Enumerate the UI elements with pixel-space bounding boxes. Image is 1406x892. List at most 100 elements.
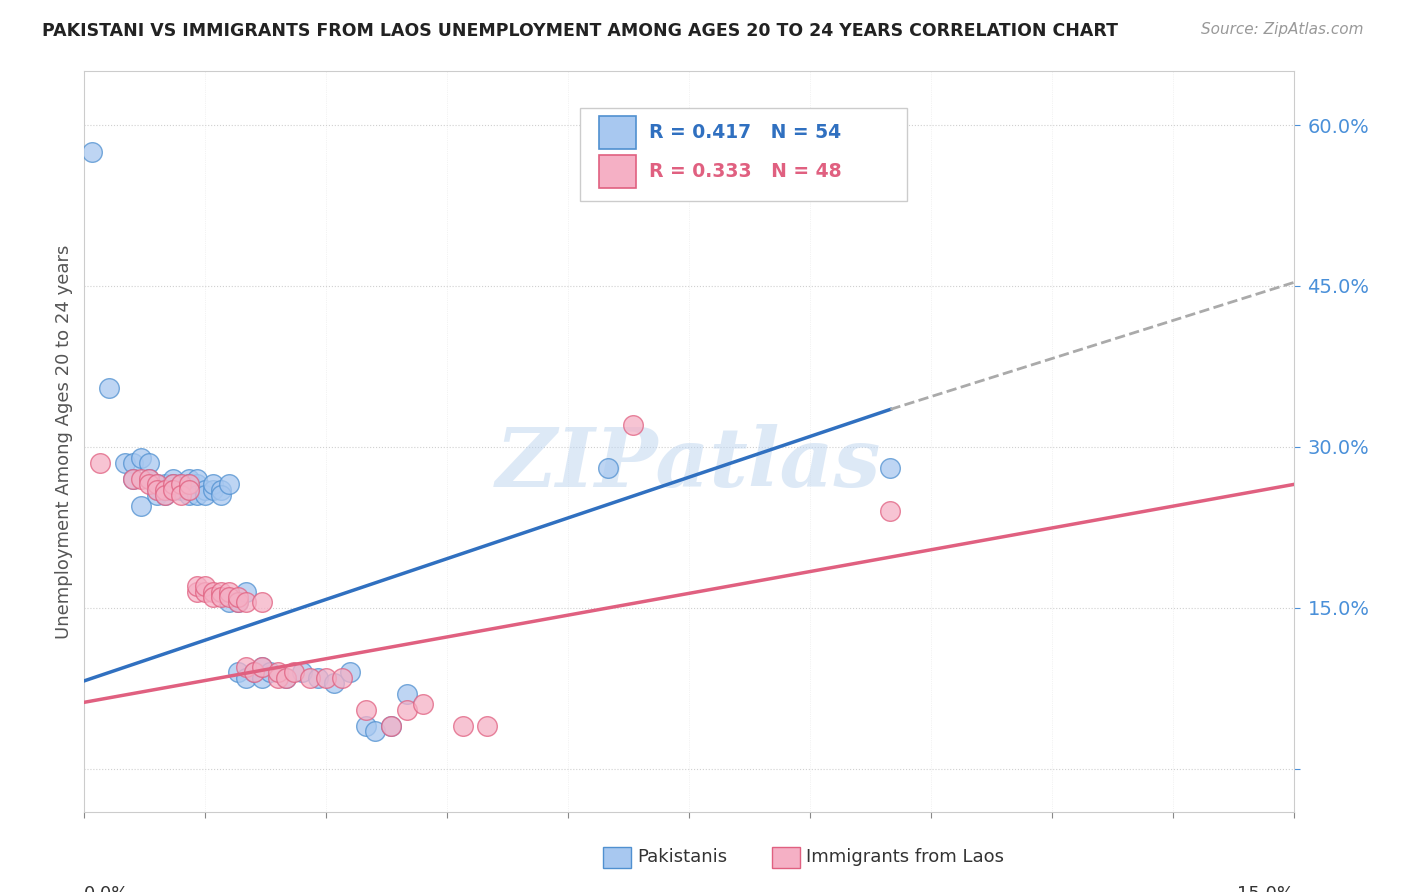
Point <box>82 145 104 159</box>
Point <box>330 671 353 685</box>
Point <box>146 483 169 497</box>
Point <box>621 418 644 433</box>
Point <box>242 665 264 680</box>
FancyBboxPatch shape <box>581 109 907 201</box>
Point <box>477 719 499 733</box>
Point <box>315 671 337 685</box>
Point <box>250 660 273 674</box>
Point <box>138 456 160 470</box>
Point <box>291 665 314 680</box>
Point <box>170 477 193 491</box>
Point <box>356 719 378 733</box>
Point <box>129 450 152 465</box>
Point <box>218 595 240 609</box>
Point <box>259 665 281 680</box>
Text: Pakistanis: Pakistanis <box>637 848 727 866</box>
Point <box>242 665 264 680</box>
FancyBboxPatch shape <box>599 155 636 187</box>
Point <box>179 483 201 497</box>
Text: R = 0.333   N = 48: R = 0.333 N = 48 <box>650 162 842 181</box>
Text: 15.0%: 15.0% <box>1236 885 1294 892</box>
Point <box>202 590 225 604</box>
Point <box>186 584 208 599</box>
Point <box>267 671 290 685</box>
Point <box>209 584 232 599</box>
Point <box>202 483 225 497</box>
Point <box>186 472 208 486</box>
Point <box>129 472 152 486</box>
Point <box>209 590 232 604</box>
Point <box>186 477 208 491</box>
Y-axis label: Unemployment Among Ages 20 to 24 years: Unemployment Among Ages 20 to 24 years <box>55 244 73 639</box>
Point <box>97 381 120 395</box>
Text: R = 0.417   N = 54: R = 0.417 N = 54 <box>650 123 841 142</box>
Text: PAKISTANI VS IMMIGRANTS FROM LAOS UNEMPLOYMENT AMONG AGES 20 TO 24 YEARS CORRELA: PAKISTANI VS IMMIGRANTS FROM LAOS UNEMPL… <box>42 22 1118 40</box>
Point <box>226 595 249 609</box>
Point <box>153 477 176 491</box>
Point <box>226 665 249 680</box>
Point <box>218 477 240 491</box>
Point <box>218 584 240 599</box>
Text: Immigrants from Laos: Immigrants from Laos <box>806 848 1004 866</box>
Point <box>179 483 201 497</box>
Point <box>363 724 385 739</box>
Point <box>274 671 297 685</box>
Point <box>395 703 418 717</box>
Point <box>170 488 193 502</box>
Point <box>380 719 402 733</box>
Point <box>170 483 193 497</box>
Point <box>202 477 225 491</box>
Point <box>226 590 249 604</box>
Point <box>267 665 290 680</box>
Point <box>194 488 217 502</box>
Text: Source: ZipAtlas.com: Source: ZipAtlas.com <box>1201 22 1364 37</box>
Point <box>235 595 257 609</box>
Point <box>89 456 111 470</box>
Point <box>162 472 184 486</box>
Point <box>179 472 201 486</box>
Point <box>412 698 434 712</box>
Point <box>879 504 901 518</box>
Point <box>138 472 160 486</box>
Point <box>598 461 620 475</box>
Point <box>209 488 232 502</box>
Point <box>250 660 273 674</box>
Point <box>250 595 273 609</box>
Point <box>879 461 901 475</box>
Point <box>138 477 160 491</box>
Point <box>129 499 152 513</box>
Point <box>323 676 346 690</box>
Point <box>235 671 257 685</box>
Point <box>121 456 143 470</box>
Point <box>218 590 240 604</box>
Point <box>162 477 184 491</box>
Point <box>202 584 225 599</box>
Point <box>162 477 184 491</box>
Point <box>356 703 378 717</box>
Point <box>451 719 474 733</box>
Point <box>179 477 201 491</box>
Point <box>153 483 176 497</box>
Point <box>250 671 273 685</box>
Point <box>153 483 176 497</box>
Point <box>307 671 329 685</box>
Point <box>146 477 169 491</box>
Point <box>114 456 136 470</box>
Text: 0.0%: 0.0% <box>84 885 129 892</box>
Text: ZIPatlas: ZIPatlas <box>496 424 882 504</box>
Point <box>283 665 305 680</box>
Point <box>153 488 176 502</box>
Point <box>162 483 184 497</box>
Point <box>179 488 201 502</box>
Point <box>146 488 169 502</box>
FancyBboxPatch shape <box>599 116 636 149</box>
Point <box>395 687 418 701</box>
Point <box>194 584 217 599</box>
Point <box>121 472 143 486</box>
Point <box>235 584 257 599</box>
Point <box>339 665 361 680</box>
Point <box>121 472 143 486</box>
Point <box>235 660 257 674</box>
Point <box>146 477 169 491</box>
Point <box>138 472 160 486</box>
